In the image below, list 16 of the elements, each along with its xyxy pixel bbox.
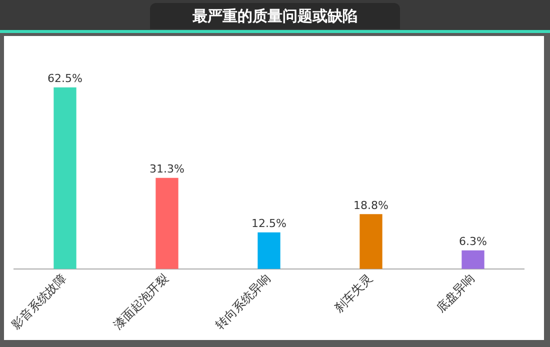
data-label: 12.5% xyxy=(252,217,286,230)
bar xyxy=(54,87,76,269)
bar xyxy=(156,178,178,269)
bar xyxy=(258,232,280,269)
data-label: 62.5% xyxy=(48,72,82,86)
x-tick-label: 转向系统异响 xyxy=(212,271,274,332)
bar xyxy=(462,250,484,269)
chart-title: 最严重的质量问题或缺陷 xyxy=(150,3,400,29)
data-label: 18.8% xyxy=(354,198,388,212)
x-tick-label: 漆面起泡开裂 xyxy=(110,271,172,332)
bar xyxy=(360,214,382,269)
x-tick-label: 影音系统故障 xyxy=(8,271,70,332)
data-label: 31.3% xyxy=(150,162,184,176)
x-tick-label: 刹车失灵 xyxy=(331,271,376,316)
x-tick-label: 底盘异响 xyxy=(433,271,478,316)
data-label: 6.3% xyxy=(459,235,487,248)
